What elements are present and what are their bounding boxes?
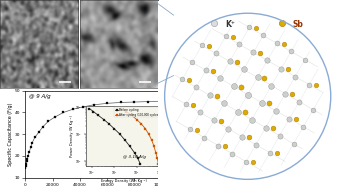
Before cycling [91,110,95,113]
Line: Before cycling: Before cycling [88,107,141,165]
After cycling (100,000 cycles) [155,157,159,159]
Text: K⁺: K⁺ [225,20,235,29]
Y-axis label: Power Density (W Kg⁻¹): Power Density (W Kg⁻¹) [70,115,74,157]
Before cycling [123,139,127,141]
Before cycling [96,114,100,117]
After cycling (100,000 cycles) [152,145,156,148]
After cycling (100,000 cycles) [135,119,139,121]
Before cycling [112,128,116,130]
After cycling (100,000 cycles) [156,162,160,165]
After cycling (100,000 cycles) [143,128,147,130]
After cycling (100,000 cycles) [130,114,134,117]
Y-axis label: Specific Capacitance (F/g): Specific Capacitance (F/g) [8,102,13,166]
Before cycling [128,145,132,148]
Text: @ 3-10 A/g: @ 3-10 A/g [123,155,146,159]
After cycling (100,000 cycles) [124,110,128,113]
Before cycling [118,133,122,135]
X-axis label: Energy Density (Wh Kg⁻¹): Energy Density (Wh Kg⁻¹) [101,179,147,183]
Before cycling [136,157,140,159]
Text: @ 9 A/g: @ 9 A/g [29,94,51,99]
Before cycling [132,152,136,154]
Line: After cycling (100,000 cycles): After cycling (100,000 cycles) [120,107,159,165]
After cycling (100,000 cycles) [147,133,151,135]
After cycling (100,000 cycles) [119,108,123,110]
After cycling (100,000 cycles) [139,123,143,125]
Before cycling [138,162,142,165]
After cycling (100,000 cycles) [150,139,154,141]
After cycling (100,000 cycles) [154,152,158,154]
Before cycling [87,108,91,110]
Before cycling [107,123,111,125]
Before cycling [102,119,106,121]
Legend: Before cycling, After cycling (100,000 cycles): Before cycling, After cycling (100,000 c… [114,107,160,117]
Text: Sb: Sb [292,20,303,29]
